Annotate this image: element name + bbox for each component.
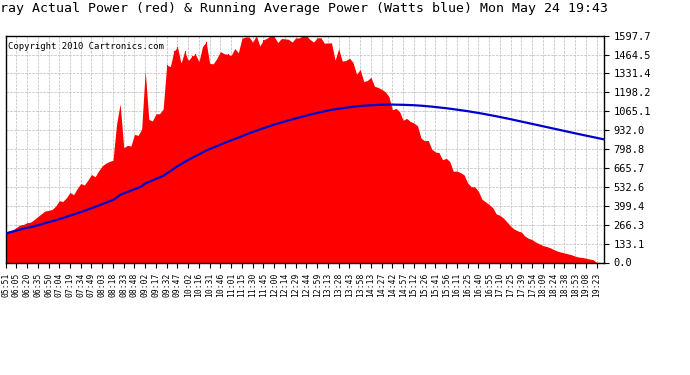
Text: East Array Actual Power (red) & Running Average Power (Watts blue) Mon May 24 19: East Array Actual Power (red) & Running … — [0, 2, 608, 15]
Text: Copyright 2010 Cartronics.com: Copyright 2010 Cartronics.com — [8, 42, 164, 51]
